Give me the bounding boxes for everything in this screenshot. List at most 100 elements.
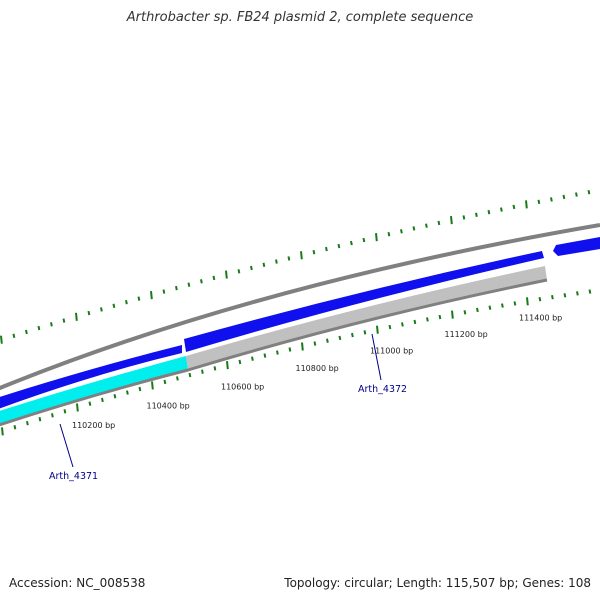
outer-tick <box>462 215 466 220</box>
outer-tick <box>325 246 328 252</box>
outer-tick <box>475 212 478 217</box>
outer-tick-marks <box>0 189 591 344</box>
outer-tick <box>175 285 178 291</box>
inner-tick <box>13 425 17 430</box>
inner-tick <box>526 297 529 306</box>
inner-tick <box>563 293 567 298</box>
map-title: Arthrobacter sp. FB24 plasmid 2, complet… <box>126 10 474 25</box>
outer-tick <box>487 209 491 215</box>
gene-track <box>0 237 600 428</box>
outer-tick <box>575 192 578 197</box>
backbone-circle <box>0 223 600 391</box>
outer-tick <box>400 229 403 234</box>
outer-tick <box>187 282 191 287</box>
inner-tick <box>338 335 342 341</box>
inner-tick <box>63 409 67 414</box>
gene-label[interactable]: Arth_4371 <box>49 471 98 482</box>
outer-tick <box>0 335 3 344</box>
inner-tick <box>313 341 317 346</box>
inner-tick <box>263 353 267 358</box>
outer-tick <box>87 310 91 316</box>
inner-tick <box>388 324 392 330</box>
outer-tick <box>312 249 316 255</box>
gene-forward-1[interactable] <box>0 345 182 412</box>
outer-tick <box>287 256 291 261</box>
inner-tick-marks <box>1 289 592 436</box>
outer-tick <box>212 275 216 281</box>
outer-tick <box>62 318 66 323</box>
inner-tick <box>126 390 129 395</box>
outer-tick <box>150 290 153 300</box>
inner-tick <box>301 342 304 351</box>
inner-tick <box>276 350 279 355</box>
outer-tick <box>275 259 278 264</box>
outer-tick <box>412 226 416 231</box>
gene-leader-line <box>59 423 74 468</box>
inner-tick <box>238 359 242 365</box>
inner-tick <box>163 379 167 385</box>
outer-tick <box>137 296 141 301</box>
inner-tick <box>488 305 492 310</box>
inner-tick <box>551 295 554 300</box>
outer-tick <box>237 269 241 274</box>
gene-labels: Arth_4371 Arth_4372 <box>49 333 407 482</box>
inner-tick <box>201 369 204 374</box>
inner-tick <box>451 310 454 319</box>
tick-label: 110200 bp <box>72 421 115 430</box>
outer-tick <box>537 199 541 205</box>
gene-inner-outline <box>0 278 548 427</box>
outer-tick <box>362 237 366 243</box>
outer-tick <box>12 333 16 338</box>
inner-tick <box>538 297 542 302</box>
inner-tick <box>88 401 92 406</box>
inner-tick <box>326 338 329 343</box>
inner-tick <box>413 319 417 325</box>
topology-summary: Topology: circular; Length: 115,507 bp; … <box>284 576 591 590</box>
inner-tick <box>76 403 79 412</box>
inner-tick <box>401 322 404 327</box>
tick-label: 111000 bp <box>370 347 413 356</box>
outer-tick <box>437 220 441 226</box>
inner-tick <box>138 386 142 392</box>
inner-tick <box>288 347 292 352</box>
outer-tick <box>225 270 228 279</box>
outer-tick <box>450 216 453 225</box>
inner-tick <box>513 301 517 306</box>
inner-tick <box>426 317 429 322</box>
inner-tick <box>576 291 579 296</box>
inner-tick <box>38 417 42 422</box>
gene-forward-3[interactable] <box>553 237 600 256</box>
inner-tick <box>101 397 104 403</box>
gene-label[interactable]: Arth_4372 <box>358 384 407 395</box>
accession-label: Accession: NC_008538 <box>9 576 146 590</box>
outer-tick <box>587 189 591 195</box>
inner-tick <box>438 314 442 320</box>
outer-tick <box>300 251 303 260</box>
outer-tick <box>550 197 553 202</box>
inner-tick <box>213 366 217 371</box>
inner-tick <box>1 427 4 436</box>
inner-tick <box>463 310 467 315</box>
outer-tick <box>375 233 378 242</box>
outer-tick <box>500 207 503 212</box>
outer-tick <box>37 325 41 331</box>
outer-tick <box>425 223 428 228</box>
outer-tick <box>50 322 53 327</box>
inner-tick <box>351 332 354 338</box>
inner-tick <box>151 381 154 390</box>
outer-tick <box>162 289 166 294</box>
outer-tick <box>200 279 203 284</box>
tick-label: 110800 bp <box>296 364 339 373</box>
inner-tick <box>501 303 504 308</box>
outer-tick <box>25 329 28 335</box>
inner-tick <box>251 356 254 361</box>
outer-tick <box>250 265 253 271</box>
outer-tick <box>337 243 341 249</box>
inner-tick <box>26 421 29 426</box>
outer-tick <box>125 299 128 305</box>
gene-forward-2[interactable] <box>184 251 544 352</box>
outer-tick <box>350 240 353 246</box>
gene-arth-4371[interactable] <box>0 356 188 428</box>
tick-label: 111400 bp <box>519 314 562 323</box>
